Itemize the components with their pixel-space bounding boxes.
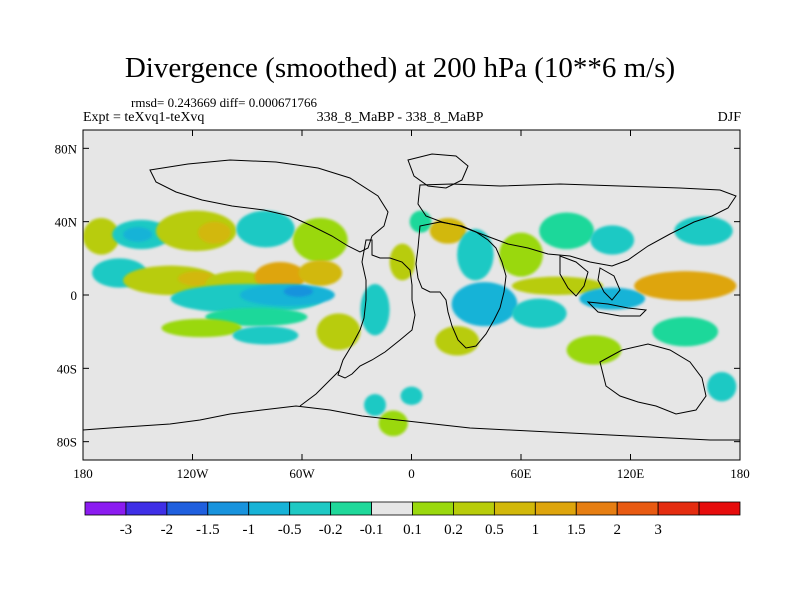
field-contour-blob — [83, 218, 120, 255]
coastline-africa — [415, 221, 507, 349]
field-contour-blob — [283, 285, 313, 297]
colorbar-label: -0.1 — [360, 522, 384, 538]
colorbar-swatch — [412, 501, 454, 516]
field-contour-blob — [292, 218, 348, 262]
colorbar-swatch — [125, 501, 168, 516]
colorbar-label: -2 — [161, 522, 174, 538]
field-contour-blob — [511, 298, 567, 329]
colorbar-label: 0.1 — [403, 522, 422, 538]
colorbar-label: 3 — [654, 522, 662, 538]
colorbar-label: 1.5 — [567, 522, 586, 538]
coastline-antarctica — [83, 405, 740, 441]
field-contour-blob — [451, 282, 518, 327]
field-contour-blob — [409, 210, 432, 233]
y-tick-label: 0 — [71, 288, 78, 303]
divergence-field — [83, 210, 737, 437]
coastline-north-america — [149, 159, 389, 253]
colorbar-label: -1.5 — [196, 522, 220, 538]
coastline-india — [559, 255, 589, 297]
colorbar-swatch — [289, 501, 332, 516]
colorbar-swatch — [698, 501, 741, 516]
coastline-greenland — [407, 153, 469, 189]
field-contour-blob — [579, 287, 646, 310]
colorbar-swatch — [371, 501, 413, 516]
field-contour-blob — [123, 227, 153, 242]
coastlines — [83, 153, 740, 441]
x-tick-label: 120E — [617, 466, 645, 481]
field-contour-blob — [539, 212, 594, 250]
colorbar-swatch — [657, 501, 700, 516]
colorbar-swatch — [84, 501, 127, 516]
chart-title: Divergence (smoothed) at 200 hPa (10**6 … — [124, 52, 676, 84]
field-contour-blob — [499, 232, 543, 277]
experiment-label: Expt = teXvq1-teXvq — [83, 110, 205, 125]
colorbar-swatch — [248, 501, 291, 516]
field-contour-blob — [364, 394, 386, 416]
field-contour-blob — [566, 335, 622, 365]
y-tick-label: 40S — [57, 361, 77, 376]
x-tick-label: 60W — [289, 466, 315, 481]
field-contour-blob — [429, 218, 467, 244]
y-tick-label: 80N — [55, 141, 78, 156]
colorbar-label: -1 — [243, 522, 256, 538]
field-contour-blob — [400, 386, 423, 406]
axis-ticks: 180 120W 60W 0 60E 120E 180 80N 40N 0 40S 80S — [55, 130, 750, 481]
coastline-australia — [599, 343, 707, 415]
field-contour-blob — [590, 225, 635, 255]
colorbar-swatch — [166, 501, 209, 516]
field-contour-blob — [254, 262, 306, 292]
x-tick-label: 60E — [511, 466, 532, 481]
colorbar-label: -0.2 — [319, 522, 343, 538]
field-contour-blob — [177, 271, 215, 286]
coastline-antarctic-peninsula — [299, 369, 341, 407]
field-contour-blob — [232, 326, 299, 345]
field-contour-blob — [435, 326, 480, 356]
coastline-eurasia — [417, 183, 737, 267]
x-tick-label: 0 — [408, 466, 415, 481]
y-tick-label: 40N — [55, 215, 78, 230]
field-contour-blob — [652, 317, 719, 347]
field-contour-blob — [634, 271, 737, 301]
colorbar: -3 -2 -1.5 -1 -0.5 -0.2 -0.1 0.1 0.2 0.5 1 1.5 2 3 — [84, 501, 741, 538]
colorbar-label: -3 — [120, 522, 133, 538]
field-contour-blob — [316, 313, 361, 350]
x-tick-label: 180 — [730, 466, 750, 481]
colorbar-label: 0.5 — [485, 522, 504, 538]
stats-label: rmsd= 0.243669 diff= 0.000671766 — [131, 95, 317, 110]
field-contour-blob — [197, 221, 231, 244]
coastline-south-america — [337, 239, 416, 379]
colorbar-label: 1 — [532, 522, 540, 538]
season-label: DJF — [717, 110, 741, 125]
field-contour-blob — [378, 410, 408, 437]
field-contour-blob — [161, 318, 242, 338]
field-contour-blob — [674, 216, 733, 246]
colorbar-swatch — [575, 501, 618, 516]
y-tick-label: 80S — [57, 435, 77, 450]
coastline-indonesia — [586, 301, 648, 317]
colorbar-swatch — [330, 501, 372, 516]
field-contour-blob — [236, 210, 295, 248]
coastline-southeast-asia — [597, 267, 621, 301]
colorbar-swatch — [616, 501, 659, 516]
cases-label: 338_8_MaBP - 338_8_MaBP — [316, 110, 484, 125]
colorbar-label: 2 — [613, 522, 621, 538]
x-tick-label: 180 — [73, 466, 93, 481]
x-tick-label: 120W — [177, 466, 210, 481]
colorbar-label: -0.5 — [278, 522, 302, 538]
field-contour-blob — [360, 284, 390, 336]
colorbar-swatch — [453, 501, 495, 516]
field-contour-blob — [457, 229, 494, 281]
field-contour-blob — [707, 372, 737, 402]
colorbar-swatch — [493, 501, 536, 516]
field-contour-blob — [205, 307, 308, 327]
colorbar-label: 0.2 — [444, 522, 463, 538]
field-contour-blob — [239, 284, 335, 306]
field-contour-blob — [298, 260, 343, 286]
colorbar-swatch — [534, 501, 577, 516]
colorbar-swatch — [207, 501, 250, 516]
